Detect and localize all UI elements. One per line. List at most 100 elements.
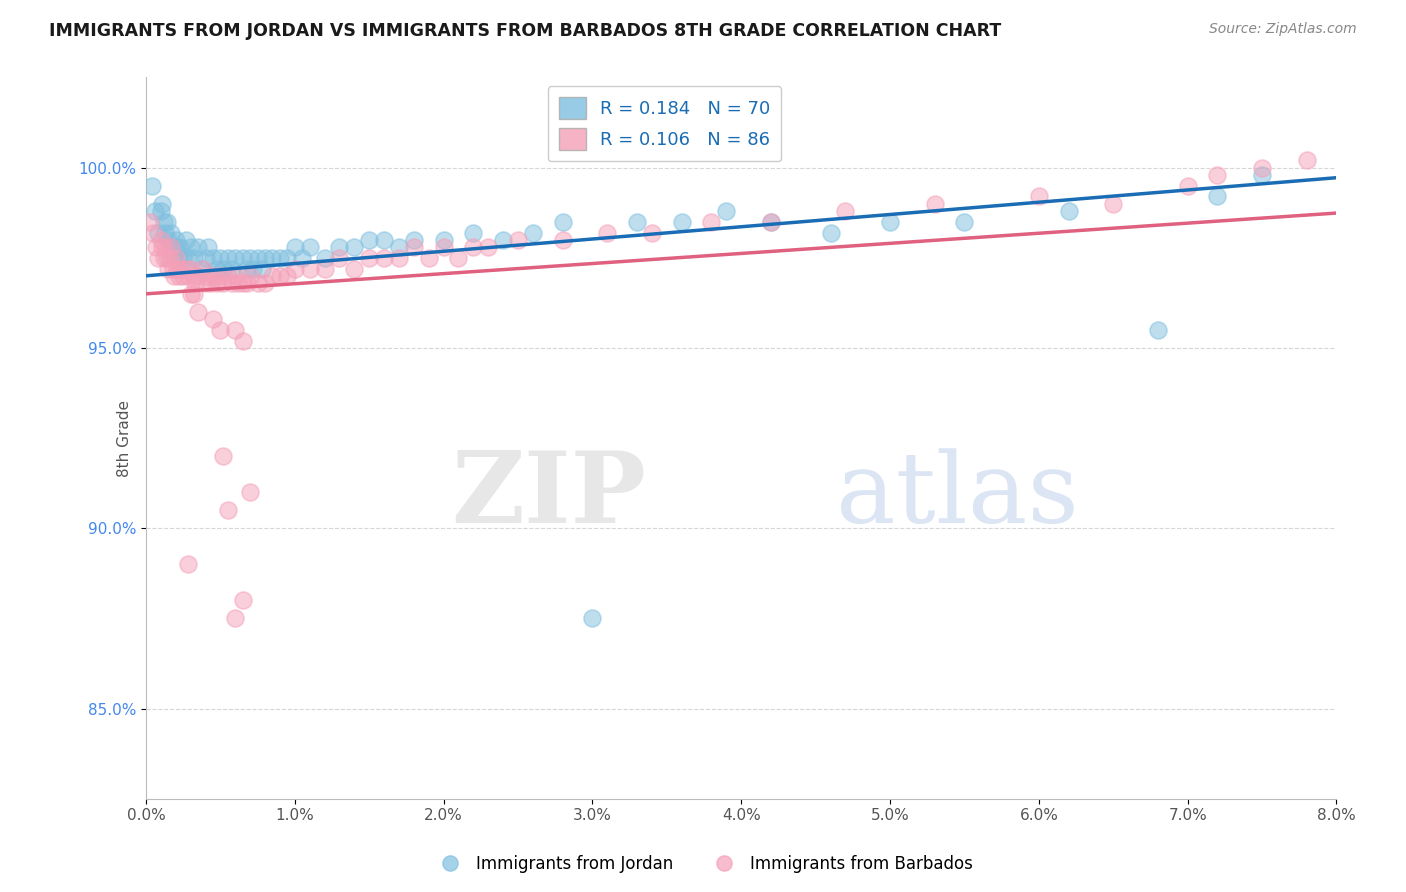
Point [176, 251, 198, 265]
Point [236, 276, 259, 290]
Point [463, 226, 485, 240]
Point [209, 251, 232, 265]
Point [298, 261, 321, 276]
Point [284, 240, 307, 254]
Point [759, 215, 782, 229]
Point [834, 203, 856, 218]
Point [291, 251, 314, 265]
Point [209, 268, 232, 283]
Point [671, 215, 693, 229]
Point [162, 240, 184, 254]
Point [433, 233, 456, 247]
Point [477, 240, 499, 254]
Point [143, 203, 166, 218]
Point [250, 261, 273, 276]
Point [209, 323, 232, 337]
Point [1057, 203, 1080, 218]
Point [200, 276, 222, 290]
Point [226, 276, 249, 290]
Point [172, 268, 194, 283]
Point [201, 251, 224, 265]
Point [246, 251, 269, 265]
Point [174, 261, 197, 276]
Point [759, 215, 782, 229]
Legend: Immigrants from Jordan, Immigrants from Barbados: Immigrants from Jordan, Immigrants from … [426, 848, 980, 880]
Point [269, 268, 291, 283]
Point [581, 611, 603, 625]
Point [197, 240, 219, 254]
Legend: R = 0.184   N = 70, R = 0.106   N = 86: R = 0.184 N = 70, R = 0.106 N = 86 [548, 87, 782, 161]
Point [221, 276, 243, 290]
Point [157, 233, 180, 247]
Point [156, 215, 179, 229]
Point [641, 226, 664, 240]
Point [165, 233, 187, 247]
Point [201, 312, 224, 326]
Point [153, 215, 176, 229]
Point [167, 268, 190, 283]
Point [328, 240, 350, 254]
Point [163, 251, 186, 265]
Point [463, 240, 485, 254]
Point [141, 178, 163, 193]
Point [820, 226, 842, 240]
Point [149, 203, 172, 218]
Point [184, 276, 207, 290]
Point [183, 251, 205, 265]
Point [166, 261, 188, 276]
Point [150, 240, 173, 254]
Text: Source: ZipAtlas.com: Source: ZipAtlas.com [1209, 22, 1357, 37]
Point [551, 215, 574, 229]
Point [506, 233, 529, 247]
Point [187, 240, 209, 254]
Point [254, 276, 277, 290]
Point [190, 261, 212, 276]
Point [716, 203, 738, 218]
Point [1295, 153, 1317, 168]
Point [139, 215, 162, 229]
Point [232, 334, 254, 348]
Point [700, 215, 723, 229]
Point [142, 226, 165, 240]
Point [176, 268, 198, 283]
Point [232, 251, 254, 265]
Point [183, 286, 205, 301]
Point [191, 261, 214, 276]
Point [217, 503, 239, 517]
Point [176, 558, 198, 572]
Point [879, 215, 901, 229]
Point [1206, 189, 1229, 203]
Point [298, 240, 321, 254]
Point [145, 240, 167, 254]
Point [239, 485, 262, 500]
Point [160, 240, 183, 254]
Point [180, 240, 202, 254]
Point [402, 233, 425, 247]
Point [1147, 323, 1170, 337]
Point [1251, 168, 1274, 182]
Point [174, 233, 197, 247]
Point [314, 261, 336, 276]
Point [328, 251, 350, 265]
Point [343, 240, 366, 254]
Point [447, 251, 470, 265]
Point [232, 593, 254, 607]
Point [388, 240, 411, 254]
Point [359, 251, 381, 265]
Point [150, 196, 173, 211]
Point [314, 251, 336, 265]
Point [1177, 178, 1199, 193]
Point [246, 276, 269, 290]
Point [224, 323, 246, 337]
Point [156, 251, 179, 265]
Point [373, 251, 395, 265]
Y-axis label: 8th Grade: 8th Grade [117, 400, 132, 476]
Point [1251, 161, 1274, 175]
Point [217, 268, 239, 283]
Text: IMMIGRANTS FROM JORDAN VS IMMIGRANTS FROM BARBADOS 8TH GRADE CORRELATION CHART: IMMIGRANTS FROM JORDAN VS IMMIGRANTS FRO… [49, 22, 1001, 40]
Text: ZIP: ZIP [451, 447, 645, 544]
Point [433, 240, 456, 254]
Point [159, 240, 181, 254]
Point [187, 268, 209, 283]
Point [197, 268, 219, 283]
